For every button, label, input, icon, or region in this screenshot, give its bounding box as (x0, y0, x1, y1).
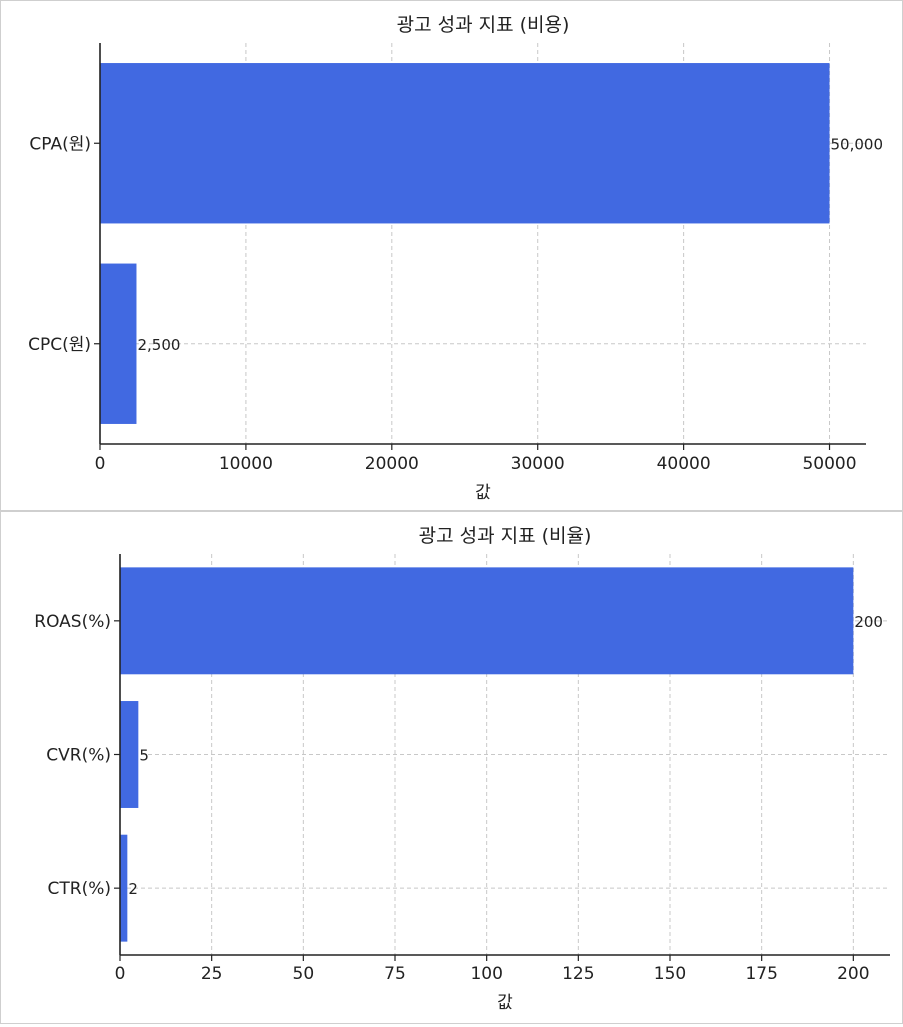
ratio-category-label: CTR(%) (48, 879, 111, 899)
ratio-x-tick-label: 100 (470, 964, 502, 984)
cost-chart-panel: 광고 성과 지표 (비용) 0 10000 20000 30000 40000 50000 C… (0, 0, 903, 511)
ratio-bar (120, 567, 854, 675)
cost-bar (100, 263, 137, 424)
ratio-x-axis-label: 값 (497, 993, 513, 1013)
cost-chart: 광고 성과 지표 (비용) 0 10000 20000 30000 40000 50000 C… (28, 14, 884, 503)
ratio-x-tick-label: 0 (115, 964, 126, 984)
ratio-value-label: 2 (128, 880, 138, 898)
cost-chart-title: 광고 성과 지표 (비용) (397, 14, 570, 36)
ratio-chart: 광고 성과 지표 (비율)0 25 50 75 100 125 150 175 200ROAS(… (34, 525, 890, 1013)
ratio-x-tick-label: 175 (745, 964, 777, 984)
cost-bar (100, 63, 830, 224)
cost-value-label: 2,500 (137, 336, 180, 354)
cost-value-label: 50,000 (831, 135, 884, 153)
ratio-chart-title: 광고 성과 지표 (비율) (419, 525, 592, 547)
ratio-x-tick-label: 75 (384, 964, 406, 984)
ratio-x-tick-label: 25 (201, 964, 223, 984)
cost-x-tick-label: 20000 (365, 454, 419, 474)
ratio-value-label: 200 (854, 613, 883, 631)
cost-x-axis-label: 값 (475, 483, 491, 503)
ratio-bar (120, 701, 139, 808)
ratio-x-tick-label: 125 (562, 964, 594, 984)
cost-x-tick-label: 40000 (657, 454, 711, 474)
ratio-value-label: 5 (139, 747, 149, 765)
ratio-x-tick-label: 150 (654, 964, 686, 984)
cost-x-tick-label: 0 (95, 454, 106, 474)
cost-x-tick-label: 30000 (511, 454, 565, 474)
ratio-x-tick-label: 50 (293, 964, 315, 984)
cost-x-tick-label: 10000 (219, 454, 273, 474)
ratio-category-label: CVR(%) (46, 746, 111, 766)
cost-x-tick-label: 50000 (802, 454, 856, 474)
ratio-x-tick-label: 200 (837, 964, 869, 984)
cost-category-label: CPC(원) (28, 335, 91, 355)
ratio-category-label: ROAS(%) (34, 612, 111, 632)
ratio-bar (120, 834, 128, 942)
ratio-chart-panel: 광고 성과 지표 (비율) 0 25 50 75 100 125 150 175 200 ROAS(… (0, 511, 903, 1024)
cost-category-label: CPA(원) (29, 134, 91, 154)
